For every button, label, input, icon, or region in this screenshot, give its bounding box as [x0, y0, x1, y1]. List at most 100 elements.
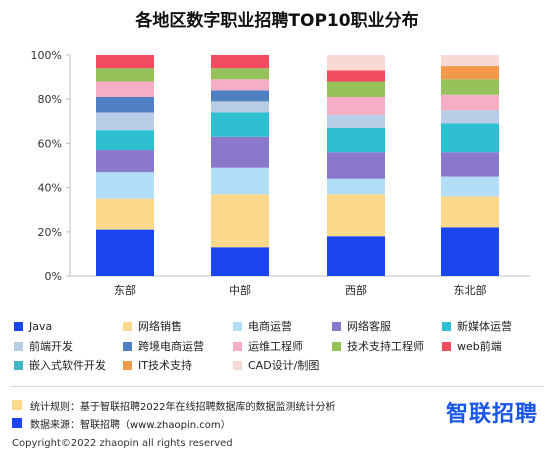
bar-segment [441, 152, 499, 177]
bar-segment [327, 114, 385, 128]
legend-label: Java [29, 319, 53, 333]
legend-label: 网络销售 [138, 320, 182, 333]
legend-swatch [332, 321, 341, 331]
legend-swatch [442, 341, 451, 351]
y-tick-label: 40% [38, 182, 62, 195]
source-marker-icon [12, 418, 22, 428]
bar-segment [96, 55, 154, 69]
legend-item: 电商运营 [233, 319, 292, 333]
x-category-label: 东部 [114, 283, 136, 297]
bar-segment [211, 194, 269, 248]
bar-segment [96, 198, 154, 230]
legend-label: web前端 [457, 340, 502, 353]
bar-segment [211, 79, 269, 91]
bar-segment [96, 81, 154, 97]
y-tick-label: 80% [38, 93, 62, 106]
y-tick-label: 0% [45, 270, 62, 283]
bar-segment [441, 123, 499, 153]
bar-segment [441, 227, 499, 276]
statistics-rule-text: 统计规则：基于智联招聘2022年在线招聘数据库的数据监测统计分析 [30, 401, 336, 413]
x-category-label: 西部 [345, 283, 367, 297]
bar-segment [327, 152, 385, 179]
legend-item: 嵌入式软件开发 [14, 358, 106, 372]
x-category-label: 中部 [229, 283, 251, 297]
legend-swatch [442, 321, 451, 331]
x-category-label: 东北部 [454, 283, 487, 297]
bar-segment [327, 96, 385, 115]
zhaopin-logo: 智联招聘 [446, 402, 539, 427]
legend-swatch [233, 360, 242, 370]
bar-segment [96, 68, 154, 82]
bar-segment [441, 176, 499, 197]
legend-swatch [233, 341, 242, 351]
bar-segment [96, 150, 154, 173]
legend-label: 运维工程师 [248, 340, 303, 353]
legend-item: 网络销售 [123, 319, 182, 333]
bar-segment [211, 90, 269, 102]
legend-label: CAD设计/制图 [248, 359, 320, 372]
legend-label: IT技术支持 [138, 359, 192, 372]
bar-segment [327, 178, 385, 195]
data-source-note: 数据来源：智联招聘（www.zhaopin.com） [12, 416, 231, 431]
bar-segment [211, 55, 269, 69]
legend-item: web前端 [442, 339, 502, 353]
legend-item: 跨境电商运营 [123, 339, 204, 353]
bar-segment [327, 194, 385, 237]
legend-item: CAD设计/制图 [233, 358, 319, 372]
chart-title: 各地区数字职业招聘TOP10职业分布 [135, 11, 419, 31]
legend-swatch [233, 321, 242, 331]
bar-segment [211, 247, 269, 276]
legend-item: 运维工程师 [233, 339, 303, 353]
bar-segment [96, 112, 154, 131]
legend-label: 技术支持工程师 [347, 340, 424, 353]
legend-item: 新媒体运营 [442, 319, 512, 333]
legend-swatch [14, 341, 23, 351]
bar-segment [441, 66, 499, 80]
statistics-rule-note: 统计规则：基于智联招聘2022年在线招聘数据库的数据监测统计分析 [12, 398, 336, 413]
stacked-bar-chart: 0% 20% 40% 60% 80% 100% 东部 中部 西部 东北部 [31, 49, 530, 297]
legend-item: 技术支持工程师 [332, 339, 424, 353]
legend-swatch [14, 360, 23, 370]
bar-segment [327, 55, 385, 71]
footer-divider [10, 386, 544, 387]
legend-swatch [123, 321, 132, 331]
data-source-text: 数据来源：智联招聘（www.zhaopin.com） [30, 419, 231, 431]
bar-segment [211, 136, 269, 168]
bar-segment [96, 130, 154, 151]
legend-swatch [123, 341, 132, 351]
legend-label: 嵌入式软件开发 [29, 359, 106, 372]
legend-item: IT技术支持 [123, 358, 192, 372]
bar-segment [441, 110, 499, 124]
legend-label: 网络客服 [347, 320, 391, 333]
bar-segment [96, 172, 154, 199]
legend-swatch [14, 321, 23, 331]
legend-item: 网络客服 [332, 319, 391, 333]
bar-segment [327, 81, 385, 97]
legend-label: 跨境电商运营 [138, 340, 204, 353]
bar-segment [211, 167, 269, 195]
bar-segment [211, 101, 269, 113]
rule-marker-icon [12, 400, 22, 410]
bar-segment [327, 127, 385, 153]
legend-item: 前端开发 [14, 339, 73, 353]
y-tick-label: 60% [38, 137, 62, 150]
bar-segment [327, 236, 385, 276]
y-tick-label: 20% [38, 226, 62, 239]
legend-item: Java [14, 319, 52, 333]
legend-swatch [332, 341, 341, 351]
legend-swatch [123, 360, 132, 370]
bar-segment [96, 96, 154, 113]
legend-label: 电商运营 [248, 320, 292, 333]
bar-segment [441, 79, 499, 95]
legend-label: 前端开发 [29, 340, 73, 353]
bar-segment [441, 55, 499, 67]
bar-segment [327, 70, 385, 82]
bar-segment [211, 68, 269, 80]
y-tick-label: 100% [31, 49, 62, 62]
copyright-text: Copyright©2022 zhaopin all rights reserv… [12, 438, 233, 449]
legend-label: 新媒体运营 [457, 320, 512, 333]
bar-segment [441, 196, 499, 228]
bar-segment [441, 94, 499, 111]
bar-segment [211, 112, 269, 137]
bar-segment [96, 229, 154, 276]
